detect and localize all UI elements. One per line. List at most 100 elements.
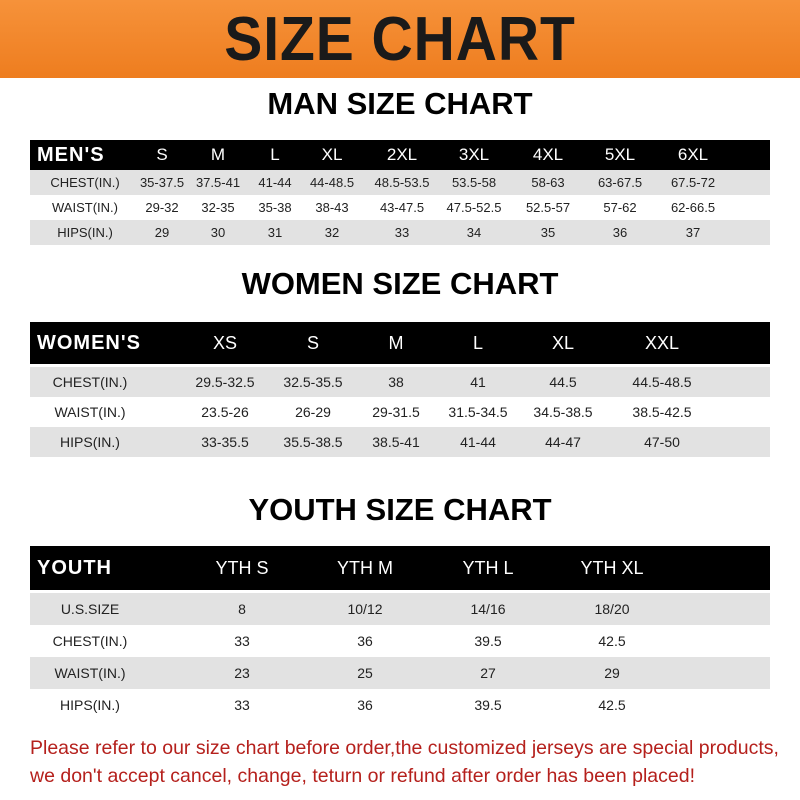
measurement-cell: 38 bbox=[388, 374, 404, 390]
size-header: S bbox=[306, 333, 320, 353]
row-label: HIPS(IN.) bbox=[57, 225, 113, 240]
measurement-cell: 29 bbox=[154, 225, 170, 240]
measurement-cell: 44-47 bbox=[545, 434, 581, 450]
men-title: MAN SIZE CHART bbox=[267, 86, 533, 121]
row-label: CHEST(IN.) bbox=[52, 633, 128, 649]
size-header: S bbox=[156, 145, 168, 164]
row-label: WAIST(IN.) bbox=[54, 404, 126, 420]
measurement-cell: 44-48.5 bbox=[309, 175, 355, 190]
table-row: CHEST(IN.) 35-37.5 37.5-41 41-44 44-48.5 48.5… bbox=[30, 170, 770, 195]
measurement-cell: 18/20 bbox=[594, 601, 630, 617]
row-label: WAIST(IN.) bbox=[54, 665, 126, 681]
measurement-cell: 35-37.5 bbox=[139, 175, 185, 190]
size-header: M bbox=[388, 333, 404, 353]
measurement-cell: 67.5-72 bbox=[670, 175, 716, 190]
banner: SIZE CHART bbox=[0, 0, 800, 78]
measurement-cell: 42.5 bbox=[598, 697, 626, 713]
measurement-cell: 58-63 bbox=[531, 175, 565, 190]
measurement-cell: 38-43 bbox=[315, 200, 349, 215]
size-header: 5XL bbox=[604, 145, 636, 164]
table-row: U.S.SIZE 8 10/12 14/16 18/20 bbox=[30, 593, 770, 625]
measurement-cell: 33 bbox=[394, 225, 410, 240]
measurement-cell: 37.5-41 bbox=[195, 175, 241, 190]
measurement-cell: 41-44 bbox=[460, 434, 496, 450]
measurement-cell: 47.5-52.5 bbox=[446, 200, 502, 215]
measurement-cell: 32-35 bbox=[201, 200, 235, 215]
measurement-cell: 34.5-38.5 bbox=[533, 404, 593, 420]
row-label: CHEST(IN.) bbox=[52, 374, 128, 390]
size-header: XXL bbox=[644, 333, 680, 353]
measurement-cell: 43-47.5 bbox=[379, 200, 425, 215]
measurement-cell: 32.5-35.5 bbox=[283, 374, 343, 390]
measurement-cell: 31.5-34.5 bbox=[448, 404, 508, 420]
table-row: HIPS(IN.) 29 30 31 32 33 34 35 36 37 bbox=[30, 220, 770, 245]
measurement-cell: 23.5-26 bbox=[201, 404, 249, 420]
measurement-cell: 44.5 bbox=[549, 374, 577, 390]
table-header-row: MEN'S S M L XL 2XL 3XL 4XL 5XL 6XL bbox=[30, 140, 770, 170]
table-title-cell: YOUTH bbox=[37, 557, 112, 579]
measurement-cell: 38.5-42.5 bbox=[632, 404, 692, 420]
measurement-cell: 38.5-41 bbox=[372, 434, 420, 450]
measurement-cell: 25 bbox=[357, 665, 373, 681]
measurement-cell: 33-35.5 bbox=[201, 434, 249, 450]
measurement-cell: 34 bbox=[466, 225, 482, 240]
size-header: XL bbox=[321, 145, 343, 164]
measurement-cell: 53.5-58 bbox=[451, 175, 497, 190]
women-title: WOMEN SIZE CHART bbox=[241, 266, 559, 301]
measurement-cell: 27 bbox=[480, 665, 496, 681]
size-header: YTH S bbox=[215, 558, 269, 578]
measurement-cell: 30 bbox=[210, 225, 226, 240]
size-header: YTH XL bbox=[580, 558, 644, 578]
measurement-cell: 42.5 bbox=[598, 633, 626, 649]
size-header: 3XL bbox=[458, 145, 490, 164]
size-header: M bbox=[210, 145, 226, 164]
table-title-cell: WOMEN'S bbox=[37, 332, 141, 354]
measurement-cell: 41 bbox=[470, 374, 486, 390]
table-row: CHEST(IN.) 29.5-32.5 32.5-35.5 38 41 44.5 44.5… bbox=[30, 367, 770, 397]
measurement-cell: 35.5-38.5 bbox=[283, 434, 343, 450]
measurement-cell: 36 bbox=[357, 697, 373, 713]
table-title-cell: MEN'S bbox=[37, 144, 105, 166]
size-header: 4XL bbox=[532, 145, 564, 164]
measurement-cell: 8 bbox=[238, 601, 246, 617]
size-header: YTH M bbox=[337, 558, 393, 578]
measurement-cell: 35 bbox=[540, 225, 556, 240]
row-label: WAIST(IN.) bbox=[52, 200, 118, 215]
measurement-cell: 36 bbox=[612, 225, 628, 240]
measurement-cell: 57-62 bbox=[603, 200, 637, 215]
banner-title: SIZE CHART bbox=[224, 5, 576, 74]
measurement-cell: 41-44 bbox=[258, 175, 292, 190]
row-label: HIPS(IN.) bbox=[60, 434, 120, 450]
table-row: WAIST(IN.) 23 25 27 29 bbox=[30, 657, 770, 689]
measurement-cell: 31 bbox=[267, 225, 283, 240]
size-header: L bbox=[270, 145, 280, 164]
table-row: HIPS(IN.) 33-35.5 35.5-38.5 38.5-41 41-44 44-… bbox=[30, 427, 770, 457]
youth-title: YOUTH SIZE CHART bbox=[248, 492, 552, 527]
table-row: CHEST(IN.) 33 36 39.5 42.5 bbox=[30, 625, 770, 657]
measurement-cell: 39.5 bbox=[474, 697, 502, 713]
table-row: HIPS(IN.) 33 36 39.5 42.5 bbox=[30, 689, 770, 721]
row-label: U.S.SIZE bbox=[60, 601, 120, 617]
row-label: CHEST(IN.) bbox=[50, 175, 120, 190]
table-header-row: WOMEN'S XS S M L XL XXL bbox=[30, 322, 770, 364]
notice-text: Please refer to our size chart before or… bbox=[30, 737, 779, 787]
table-row: WAIST(IN.) 29-32 32-35 35-38 38-43 43-47.5 47.… bbox=[30, 195, 770, 220]
measurement-cell: 62-66.5 bbox=[670, 200, 716, 215]
size-header: 6XL bbox=[677, 145, 709, 164]
measurement-cell: 48.5-53.5 bbox=[374, 175, 430, 190]
measurement-cell: 36 bbox=[357, 633, 373, 649]
table-row: WAIST(IN.) 23.5-26 26-29 29-31.5 31.5-34.5 34… bbox=[30, 397, 770, 427]
measurement-cell: 29-31.5 bbox=[372, 404, 420, 420]
measurement-cell: 35-38 bbox=[258, 200, 292, 215]
measurement-cell: 29.5-32.5 bbox=[195, 374, 255, 390]
measurement-cell: 47-50 bbox=[644, 434, 680, 450]
table-header-row: YOUTH YTH S YTH M YTH L YTH XL bbox=[30, 546, 770, 590]
measurement-cell: 29 bbox=[604, 665, 620, 681]
size-header: XS bbox=[212, 333, 238, 353]
measurement-cell: 26-29 bbox=[295, 404, 331, 420]
measurement-cell: 33 bbox=[234, 633, 250, 649]
measurement-cell: 52.5-57 bbox=[525, 200, 571, 215]
measurement-cell: 14/16 bbox=[470, 601, 506, 617]
measurement-cell: 10/12 bbox=[347, 601, 383, 617]
measurement-cell: 32 bbox=[324, 225, 340, 240]
